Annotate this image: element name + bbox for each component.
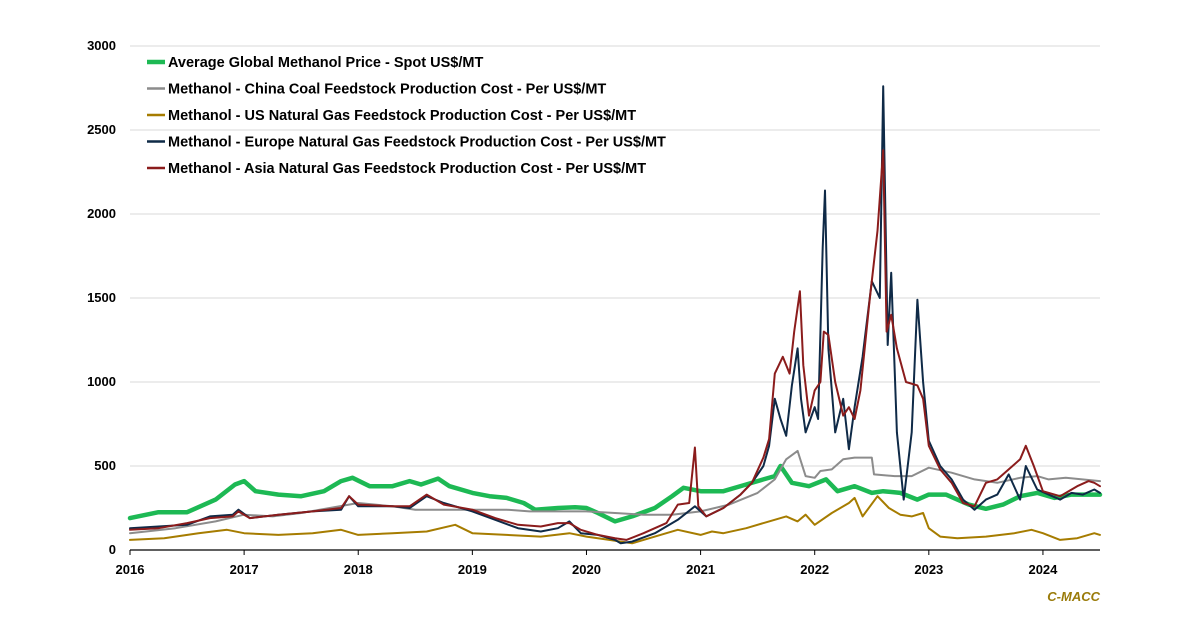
x-tick-label: 2018 (344, 562, 373, 577)
x-tick-label: 2023 (914, 562, 943, 577)
x-tick-label: 2016 (116, 562, 145, 577)
series-line-0 (127, 463, 1103, 524)
series-line-4 (129, 149, 1101, 541)
y-axis: 0 500 1000 1500 2000 2500 3000 (87, 38, 116, 557)
x-tick-label: 2024 (1028, 562, 1058, 577)
y-tick-label: 1000 (87, 374, 116, 389)
y-tick-label: 2500 (87, 122, 116, 137)
source-label: C-MACC (1047, 589, 1100, 604)
y-tick-label: 2000 (87, 206, 116, 221)
y-tick-label: 1500 (87, 290, 116, 305)
series-line-3 (129, 85, 1101, 545)
x-tick-label: 2021 (686, 562, 715, 577)
y-tick-label: 500 (94, 458, 116, 473)
legend-label: Methanol - Asia Natural Gas Feedstock Pr… (168, 161, 646, 177)
y-tick-label: 3000 (87, 38, 116, 53)
x-tick-label: 2020 (572, 562, 601, 577)
x-tick-label: 2017 (230, 562, 259, 577)
legend-label: Average Global Methanol Price - Spot US$… (168, 55, 483, 71)
series-line-1 (129, 449, 1101, 535)
legend-label: Methanol - Europe Natural Gas Feedstock … (168, 135, 666, 151)
x-axis: 2016 2017 2018 2019 2020 2021 2022 2023 2024 (116, 549, 1100, 577)
x-tick-label: 2019 (458, 562, 487, 577)
series-lines (127, 85, 1103, 545)
x-tick-label: 2022 (800, 562, 829, 577)
legend-label: Methanol - China Coal Feedstock Producti… (168, 82, 606, 98)
legend: Average Global Methanol Price - Spot US$… (147, 55, 666, 177)
legend-label: Methanol - US Natural Gas Feedstock Prod… (168, 108, 636, 124)
y-tick-label: 0 (109, 542, 116, 557)
series-line-2 (129, 495, 1101, 545)
